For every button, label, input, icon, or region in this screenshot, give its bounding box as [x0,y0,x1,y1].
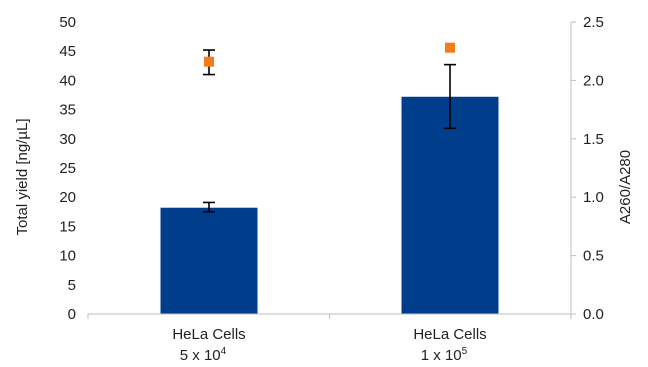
right-y-tick-label: 2.0 [583,72,604,89]
right-y-tick-label: 0.5 [583,248,604,265]
left-y-tick-label: 10 [59,248,76,265]
left-y-tick-label: 0 [68,306,76,323]
ratio-point [445,42,455,53]
right-y-axis-ticks: 0.0 0.5 1.0 1.5 2.0 2.5 [583,14,604,323]
right-y-tick-label: 2.5 [583,14,604,31]
right-y-tick-label: 1.5 [583,131,604,148]
category-label-line1: HeLa Cells [172,326,245,343]
left-y-tick-label: 35 [59,102,76,119]
category-label-exponent: 4 [221,346,227,357]
left-y-tick-label: 15 [59,218,76,235]
right-y-axis-title: A260/A280 [617,150,634,224]
category-label-line2: 1 x 105 [421,346,468,364]
ratio-point [204,56,214,67]
chart-marks [87,21,576,319]
category-label-line1: HeLa Cells [413,326,486,343]
left-y-tick-label: 50 [59,14,76,31]
left-y-tick-label: 30 [59,131,76,148]
left-y-tick-label: 45 [59,43,76,60]
category-label-line2: 5 x 104 [180,346,227,364]
bar [160,207,258,314]
left-y-tick-label: 25 [59,160,76,177]
left-y-tick-label: 5 [68,277,76,294]
x-axis-category-labels: HeLa Cells 5 x 104 HeLa Cells 1 x 105 [172,326,486,364]
right-y-tick-label: 0.0 [583,306,604,323]
left-y-tick-label: 40 [59,72,76,89]
left-y-axis-ticks: 0 5 10 15 20 25 30 35 40 45 50 [59,14,76,323]
right-y-tick-label: 1.0 [583,189,604,206]
chart-axes [88,22,572,315]
left-y-tick-label: 20 [59,189,76,206]
category-label-exponent: 5 [462,346,468,357]
left-y-axis-title: Total yield [ng/µL] [14,118,31,235]
bar [401,96,499,314]
